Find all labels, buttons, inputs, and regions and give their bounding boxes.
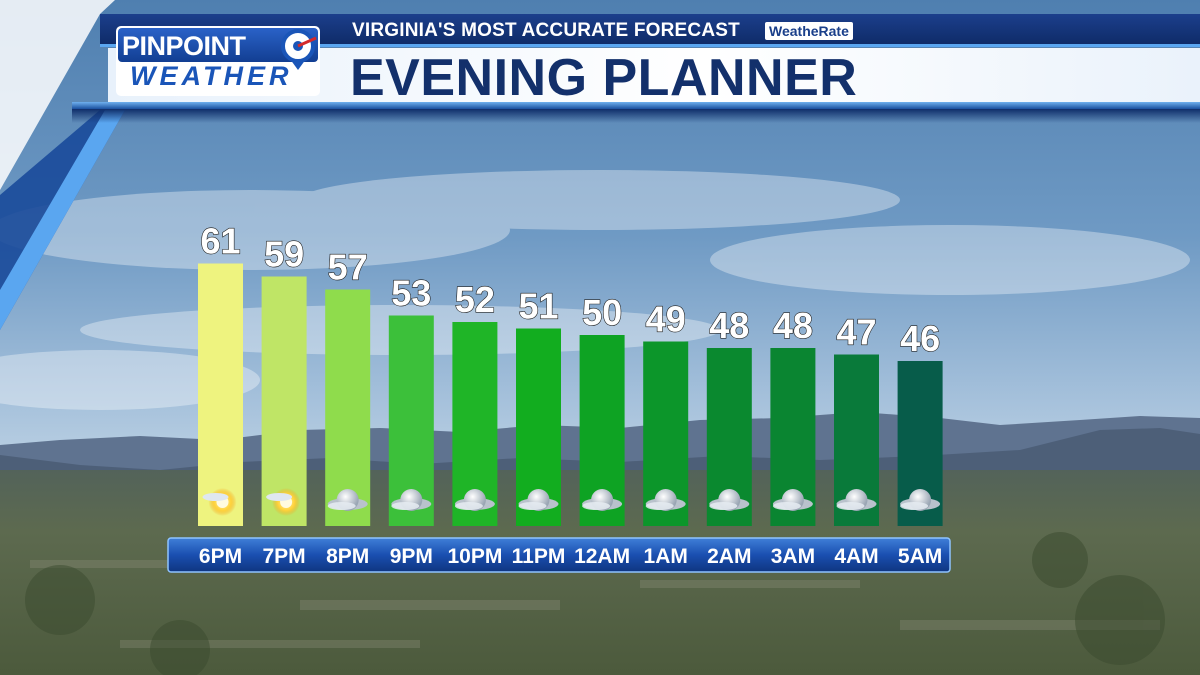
hour-label: 11PM: [512, 545, 566, 568]
temperature-bar: [198, 263, 243, 526]
temperature-value-label: 52: [455, 279, 495, 320]
partly-cloudy-night-icon: [645, 489, 686, 511]
header-tagline: VIRGINIA'S MOST ACCURATE FORECAST: [352, 20, 740, 41]
partly-cloudy-night-icon: [900, 489, 941, 511]
temperature-value-label: 48: [709, 305, 749, 346]
logo-text-weather: WEATHER: [130, 61, 293, 91]
temperature-bar: [325, 289, 371, 526]
temperature-value-label: 49: [646, 299, 686, 340]
partly-cloudy-night-icon: [518, 489, 559, 511]
pinpoint-weather-logo: PINPOINT WEATHER: [116, 26, 324, 100]
hour-label: 8PM: [326, 545, 369, 568]
hour-label: 5AM: [898, 545, 942, 568]
hour-label: 2AM: [707, 545, 751, 568]
temperature-value-label: 48: [773, 305, 813, 346]
hour-label: 7PM: [263, 545, 306, 568]
temperature-value-label: 51: [518, 286, 558, 327]
hour-label: 6PM: [199, 545, 242, 568]
temperature-value-label: 50: [582, 292, 622, 333]
weatherate-logo: WeatheRate: [765, 22, 853, 40]
logo-badge: [116, 26, 320, 96]
partly-cloudy-night-icon: [836, 489, 877, 511]
hour-label: 3AM: [771, 545, 815, 568]
temperature-bar: [261, 276, 307, 526]
logo-text-pinpoint: PINPOINT: [122, 31, 246, 61]
header-bottom-line: [72, 102, 1200, 109]
header-accent-line: [100, 44, 1200, 47]
hour-label: 4AM: [834, 545, 878, 568]
temperature-value-label: 59: [264, 234, 304, 275]
hour-label: 12AM: [574, 545, 630, 568]
temperature-value-label: 61: [200, 221, 240, 262]
bars-layer: 61 6PM 59 7PM 57 8PM 53 9PM 52 10PM 51 11PM 50 12AM 49…: [198, 220, 943, 568]
partly-cloudy-night-icon: [454, 489, 495, 511]
partly-cloudy-night-icon: [327, 489, 368, 511]
temperature-value-label: 57: [328, 247, 368, 288]
partly-cloudy-night-icon: [709, 489, 750, 511]
partly-cloudy-night-icon: [391, 489, 432, 511]
hour-label: 10PM: [447, 545, 502, 568]
partly-cloudy-sun-icon: [202, 488, 237, 516]
partly-cloudy-sun-icon: [266, 488, 301, 516]
left-frame-stripe: [0, 0, 125, 330]
temperature-value-label: 53: [391, 273, 431, 314]
partly-cloudy-night-icon: [582, 489, 623, 511]
temperature-value-label: 46: [900, 318, 940, 359]
page-title: EVENING PLANNER: [350, 49, 858, 107]
timeline-bar: [167, 537, 951, 573]
partly-cloudy-night-icon: [772, 489, 813, 511]
header-shadow: [72, 109, 1200, 123]
hour-label: 9PM: [390, 545, 433, 568]
hour-label: 1AM: [644, 545, 688, 568]
temperature-value-label: 47: [836, 312, 876, 353]
